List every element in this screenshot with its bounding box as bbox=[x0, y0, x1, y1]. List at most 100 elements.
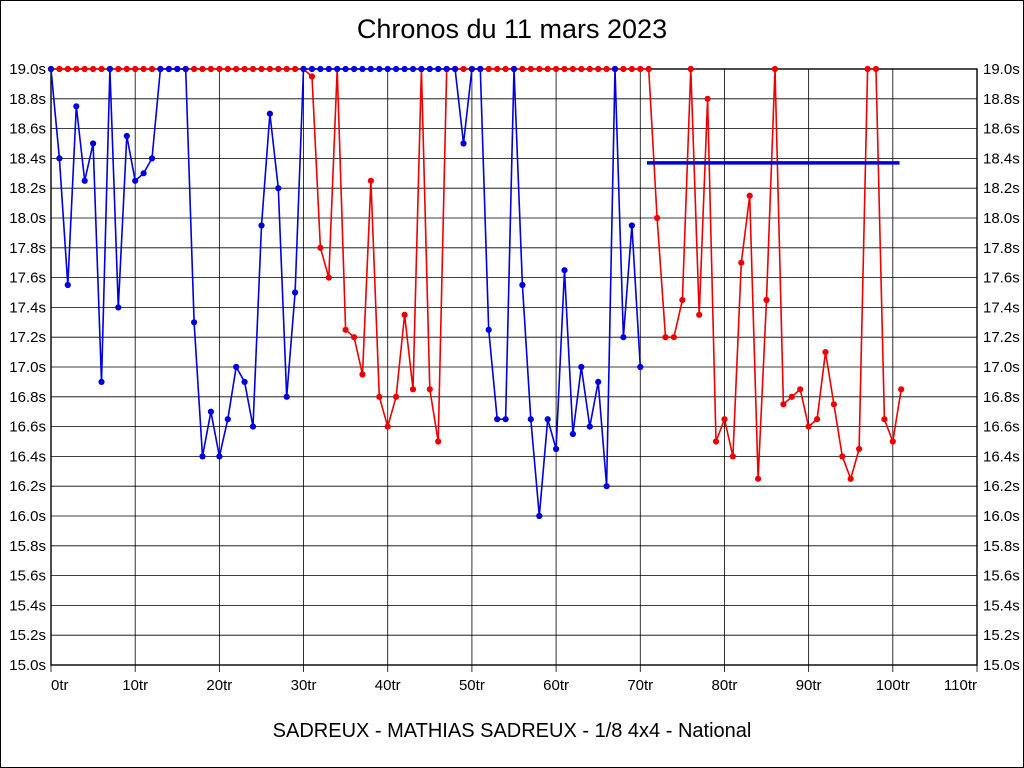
red-run-point bbox=[872, 65, 880, 73]
red-run-point bbox=[738, 259, 745, 266]
red-run-point bbox=[788, 393, 795, 400]
red-run-point bbox=[662, 334, 669, 341]
red-run-point bbox=[561, 65, 568, 73]
red-run-point bbox=[755, 475, 762, 482]
y-tick-label: 15.4s bbox=[983, 597, 1020, 614]
y-tick-label: 15.4s bbox=[9, 597, 46, 614]
blue-run-point bbox=[90, 140, 97, 147]
y-tick-label: 17.0s bbox=[983, 359, 1020, 376]
blue-run-point bbox=[47, 65, 55, 73]
y-tick-label: 17.6s bbox=[9, 270, 46, 287]
blue-run-point bbox=[502, 416, 509, 423]
red-run-point bbox=[81, 65, 88, 73]
x-tick-label: 90tr bbox=[796, 677, 822, 694]
red-run-point bbox=[763, 296, 770, 304]
red-run-point bbox=[645, 65, 652, 73]
y-axis-labels-left: 19.0s 18.8s 18.6s 18.4s 18.2s 18.0s 17.8s 17.6s… bbox=[9, 61, 46, 674]
blue-run-point bbox=[300, 65, 307, 73]
blue-run-point bbox=[578, 363, 585, 371]
blue-run-point bbox=[611, 65, 619, 73]
red-run-point bbox=[628, 65, 636, 73]
blue-run-point bbox=[73, 103, 80, 110]
red-run-point bbox=[73, 65, 80, 73]
y-tick-label: 16.0s bbox=[983, 508, 1020, 525]
blue-run-point bbox=[224, 416, 231, 423]
red-run-point bbox=[191, 65, 198, 73]
blue-run-point bbox=[409, 65, 417, 73]
blue-run-point bbox=[308, 65, 316, 73]
blue-run-point bbox=[106, 65, 113, 73]
gridlines bbox=[50, 68, 978, 672]
y-tick-label: 16.0s bbox=[9, 508, 46, 525]
x-tick-label: 10tr bbox=[122, 677, 148, 694]
x-tick-label: 30tr bbox=[291, 677, 317, 694]
y-tick-label: 15.6s bbox=[9, 568, 46, 585]
y-tick-label: 15.0s bbox=[983, 657, 1020, 674]
blue-run-point bbox=[477, 65, 484, 73]
red-run-point bbox=[856, 445, 863, 453]
red-run-point bbox=[249, 65, 257, 73]
red-run-point bbox=[115, 65, 122, 73]
blue-run-point bbox=[426, 65, 433, 73]
red-run-point bbox=[224, 65, 231, 73]
red-run-point bbox=[384, 423, 391, 430]
y-tick-label: 18.0s bbox=[983, 210, 1020, 227]
y-tick-label: 17.8s bbox=[9, 240, 46, 257]
blue-run-point bbox=[569, 430, 577, 438]
red-run-point bbox=[376, 393, 383, 400]
red-run-point bbox=[502, 65, 509, 73]
blue-run-point bbox=[241, 378, 248, 385]
blue-run-point bbox=[603, 483, 610, 490]
blue-run-point bbox=[393, 65, 400, 73]
red-run-point bbox=[351, 334, 358, 341]
red-run-point bbox=[544, 65, 551, 73]
red-run-point bbox=[746, 192, 753, 199]
blue-run-point bbox=[216, 453, 223, 460]
red-run-point bbox=[342, 326, 349, 333]
red-run-point bbox=[207, 65, 214, 73]
blue-run-point bbox=[283, 393, 290, 400]
y-tick-label: 15.2s bbox=[983, 627, 1020, 644]
blue-run-point bbox=[384, 65, 391, 73]
blue-run-point bbox=[553, 445, 560, 453]
red-run-point bbox=[586, 65, 593, 73]
blue-run-series bbox=[47, 65, 644, 520]
y-tick-label: 17.6s bbox=[983, 270, 1020, 287]
x-tick-label: 110tr bbox=[944, 677, 977, 694]
red-run-point bbox=[881, 416, 888, 423]
y-tick-label: 18.8s bbox=[9, 91, 46, 108]
blue-run-point bbox=[519, 281, 526, 289]
blue-run-point bbox=[157, 65, 164, 73]
red-run-point bbox=[199, 65, 206, 73]
blue-run-point bbox=[468, 65, 475, 73]
blue-run-point bbox=[275, 185, 282, 192]
red-run-point bbox=[367, 177, 374, 184]
blue-run-point bbox=[527, 416, 534, 423]
red-run-point bbox=[712, 438, 720, 445]
blue-run-point bbox=[418, 65, 425, 73]
red-run-point bbox=[123, 65, 130, 73]
y-tick-label: 18.6s bbox=[9, 121, 46, 138]
blue-run-point bbox=[292, 289, 299, 296]
y-tick-label: 17.2s bbox=[983, 329, 1020, 346]
blue-run-point bbox=[376, 65, 383, 73]
red-run-point bbox=[847, 475, 854, 482]
blue-run-point bbox=[544, 416, 551, 423]
blue-run-point bbox=[56, 155, 63, 162]
y-axis-labels-right: 19.0s 18.8s 18.6s 18.4s 18.2s 18.0s 17.8s 17.6s… bbox=[983, 61, 1020, 674]
blue-run-point bbox=[460, 140, 467, 147]
y-tick-label: 18.4s bbox=[983, 150, 1020, 167]
red-run-point bbox=[595, 65, 602, 73]
blue-run-point bbox=[249, 423, 257, 430]
red-run-point bbox=[435, 438, 442, 445]
red-run-point bbox=[864, 65, 871, 73]
red-run-point bbox=[359, 371, 366, 378]
y-tick-label: 17.8s bbox=[983, 240, 1020, 257]
red-run-point bbox=[485, 65, 492, 73]
red-run-point bbox=[90, 65, 97, 73]
red-run-point bbox=[292, 65, 299, 73]
red-run-point bbox=[409, 386, 417, 393]
blue-run-point bbox=[233, 363, 240, 371]
chart-subtitle: SADREUX - MATHIAS SADREUX - 1/8 4x4 - Na… bbox=[272, 720, 752, 742]
